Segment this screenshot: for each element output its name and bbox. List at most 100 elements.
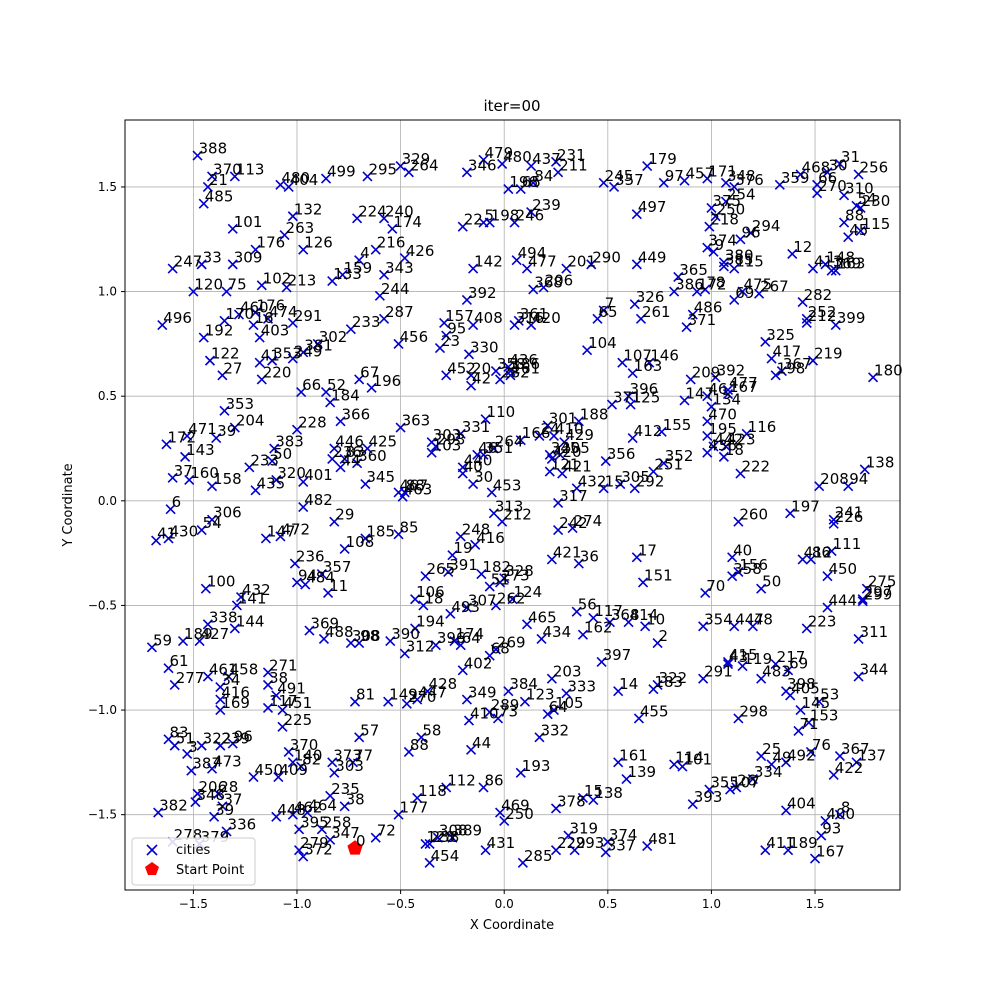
city-marker	[267, 355, 278, 366]
city-label: 184	[331, 386, 360, 404]
city-label: 37	[223, 790, 242, 808]
city-marker	[362, 171, 373, 182]
city-marker	[805, 746, 816, 757]
city-label: 260	[739, 506, 768, 524]
city-label: 380	[725, 246, 754, 264]
city-label: 432	[578, 472, 607, 490]
city-marker	[722, 658, 734, 670]
city-marker	[613, 757, 624, 768]
city-marker	[455, 428, 466, 439]
city-marker	[424, 857, 435, 868]
city-marker	[229, 171, 240, 182]
city-label: 158	[213, 470, 242, 488]
city-marker	[853, 633, 864, 644]
city-label: 263	[286, 219, 315, 237]
city-marker	[329, 516, 340, 527]
city-label: 242	[559, 514, 588, 532]
city-marker	[602, 836, 613, 847]
city-marker	[843, 232, 854, 243]
city-marker	[770, 658, 781, 670]
city-marker	[505, 370, 516, 381]
city-label: 176	[257, 234, 286, 252]
city-label: 468	[802, 158, 831, 176]
city-marker	[410, 594, 421, 605]
city-marker	[760, 845, 771, 856]
city-marker	[196, 525, 207, 536]
city-marker	[623, 617, 634, 628]
city-label: 81	[356, 686, 375, 704]
city-label: 145	[802, 694, 831, 712]
city-marker	[465, 744, 477, 755]
city-marker	[521, 619, 533, 630]
city-marker	[287, 211, 298, 222]
city-label: 76	[812, 736, 831, 754]
city-label: 357	[615, 171, 644, 189]
city-label: 156	[739, 556, 768, 574]
city-label: 299	[864, 585, 893, 603]
start-point	[347, 840, 363, 855]
city-marker	[316, 824, 327, 835]
city-label: 56	[578, 596, 597, 614]
city-marker	[250, 244, 261, 255]
city-marker	[548, 704, 560, 716]
city-label: 369	[310, 615, 339, 633]
city-label: 94	[298, 566, 317, 584]
city-marker	[412, 694, 423, 705]
city-label: 201	[567, 253, 596, 271]
city-marker	[167, 263, 178, 274]
city-label: 236	[333, 443, 362, 461]
city-marker	[227, 223, 238, 234]
city-marker	[733, 516, 744, 527]
city-marker	[441, 330, 452, 341]
city-label: 298	[739, 702, 768, 720]
city-marker	[807, 355, 819, 366]
city-label: 180	[874, 361, 903, 379]
city-marker	[573, 416, 584, 427]
city-marker	[443, 566, 454, 578]
city-label: 96	[234, 728, 253, 746]
city-marker	[186, 765, 197, 776]
city-label: 100	[207, 573, 236, 591]
city-label: 124	[514, 583, 543, 601]
city-marker	[586, 259, 597, 270]
city-label: 121	[551, 456, 580, 474]
city-label: 447	[418, 684, 447, 702]
city-marker	[339, 801, 350, 812]
city-label: 161	[619, 746, 648, 764]
city-marker	[588, 612, 599, 624]
city-label: 325	[766, 326, 795, 344]
city-label: 48	[754, 610, 773, 628]
city-marker	[163, 533, 174, 544]
city-marker	[563, 830, 574, 841]
city-label: 303	[433, 426, 462, 444]
city-label: 396	[630, 380, 659, 398]
city-marker	[153, 807, 164, 818]
city-label: 396	[437, 629, 466, 647]
x-tick-label: 0.5	[598, 897, 617, 911]
city-marker	[157, 319, 168, 331]
city-label: 479	[484, 144, 513, 162]
city-label: 27	[223, 359, 242, 377]
city-label: 477	[729, 374, 758, 392]
city-label: 345	[366, 468, 395, 486]
city-label: 355	[710, 774, 739, 792]
x-tick-label: 0.0	[495, 897, 514, 911]
city-label: 261	[642, 303, 671, 321]
city-label: 329	[402, 150, 431, 168]
city-marker	[424, 838, 435, 850]
city-marker	[461, 602, 472, 613]
city-marker	[571, 606, 582, 617]
city-label: 240	[385, 202, 414, 220]
city-label: 179	[648, 150, 677, 168]
city-label: 411	[766, 834, 795, 852]
city-label: 102	[263, 269, 292, 287]
city-label: 101	[234, 213, 263, 231]
city-marker	[298, 502, 309, 513]
city-marker	[756, 751, 767, 762]
city-marker	[262, 313, 274, 324]
city-label: 456	[400, 328, 429, 346]
city-marker	[291, 424, 303, 435]
city-marker	[476, 568, 487, 580]
city-label: 26	[737, 771, 756, 789]
city-marker	[561, 688, 572, 699]
